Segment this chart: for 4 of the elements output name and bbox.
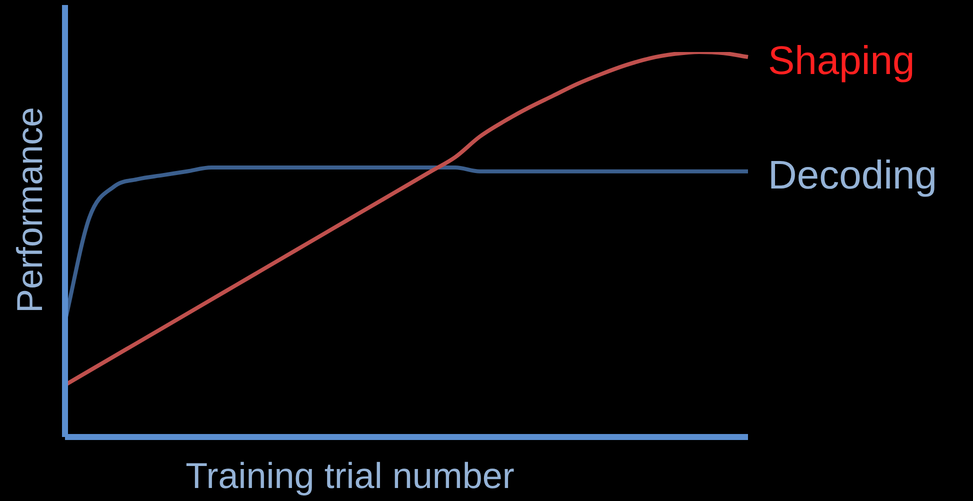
series-label: Decoding — [768, 153, 938, 198]
x-axis-title: Training trial number — [186, 454, 514, 496]
series-label: Shaping — [768, 39, 915, 84]
y-axis-title: Performance — [8, 106, 50, 314]
